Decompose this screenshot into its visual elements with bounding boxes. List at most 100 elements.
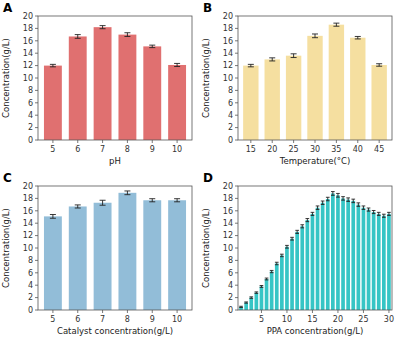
x-tick-label: 9 bbox=[150, 315, 155, 324]
y-tick-label: 12 bbox=[223, 61, 233, 70]
y-tick bbox=[235, 297, 238, 298]
error-bar bbox=[124, 191, 130, 195]
x-tick-label: 5 bbox=[259, 315, 264, 324]
bar bbox=[350, 38, 365, 140]
x-tick-label: 35 bbox=[331, 145, 341, 154]
x-tick bbox=[363, 310, 364, 313]
y-axis-label: Concentration(g/L) bbox=[1, 38, 11, 118]
y-tick-label: 12 bbox=[23, 231, 33, 240]
bar bbox=[255, 293, 259, 310]
y-tick-label: 12 bbox=[223, 231, 233, 240]
y-tick-label: 0 bbox=[28, 306, 33, 315]
error-bar bbox=[306, 219, 310, 222]
error-bar bbox=[100, 26, 106, 29]
y-tick bbox=[35, 248, 38, 249]
y-tick-label: 4 bbox=[228, 281, 233, 290]
x-tick bbox=[272, 140, 273, 143]
y-tick-label: 20 bbox=[223, 182, 233, 191]
error-bar bbox=[239, 306, 243, 307]
bar bbox=[300, 226, 304, 310]
y-tick-label: 12 bbox=[23, 61, 33, 70]
y-tick bbox=[235, 28, 238, 29]
bar bbox=[69, 36, 87, 140]
y-tick bbox=[235, 260, 238, 261]
error-bar bbox=[326, 197, 330, 200]
x-tick-label: 8 bbox=[125, 145, 130, 154]
error-bar bbox=[321, 201, 325, 204]
bar bbox=[295, 232, 299, 310]
x-tick-label: 7 bbox=[100, 315, 105, 324]
error-bar bbox=[331, 192, 335, 196]
bar bbox=[326, 199, 330, 310]
x-axis-label: pH bbox=[109, 156, 121, 166]
x-tick-label: 25 bbox=[289, 145, 299, 154]
y-tick bbox=[235, 53, 238, 54]
error-bar bbox=[333, 23, 339, 26]
bar bbox=[362, 208, 366, 310]
y-tick bbox=[235, 115, 238, 116]
bar bbox=[143, 46, 161, 140]
y-tick-label: 16 bbox=[223, 207, 233, 216]
y-tick-label: 8 bbox=[228, 256, 233, 265]
y-tick bbox=[235, 186, 238, 187]
x-tick bbox=[336, 140, 337, 143]
x-tick bbox=[102, 310, 103, 313]
x-tick bbox=[261, 310, 262, 313]
y-tick bbox=[235, 78, 238, 79]
error-bar bbox=[311, 212, 315, 215]
error-bar bbox=[336, 193, 340, 197]
x-tick bbox=[388, 310, 389, 313]
y-tick-label: 18 bbox=[23, 194, 33, 203]
y-tick-label: 10 bbox=[23, 244, 33, 253]
bar bbox=[44, 66, 62, 140]
y-tick-label: 14 bbox=[23, 219, 33, 228]
bar bbox=[239, 307, 243, 310]
bar bbox=[94, 27, 112, 140]
error-bar bbox=[50, 215, 56, 219]
y-tick bbox=[235, 127, 238, 128]
error-bar bbox=[275, 262, 279, 264]
y-tick-label: 10 bbox=[223, 74, 233, 83]
x-tick-label: 20 bbox=[333, 315, 343, 324]
y-axis-label: Concentration(g/L) bbox=[1, 208, 11, 288]
y-tick-label: 14 bbox=[223, 219, 233, 228]
y-axis-label: Concentration(g/L) bbox=[201, 38, 211, 118]
x-tick bbox=[52, 310, 53, 313]
y-tick-label: 16 bbox=[23, 37, 33, 46]
error-bar bbox=[372, 210, 376, 213]
bar bbox=[341, 198, 345, 310]
x-tick-label: 8 bbox=[125, 315, 130, 324]
error-bar bbox=[312, 34, 318, 38]
error-bar bbox=[249, 297, 253, 298]
x-tick bbox=[315, 140, 316, 143]
y-tick bbox=[235, 223, 238, 224]
y-tick bbox=[35, 53, 38, 54]
bar bbox=[94, 203, 112, 310]
plot-frame bbox=[238, 16, 392, 140]
y-tick bbox=[35, 260, 38, 261]
y-tick bbox=[235, 248, 238, 249]
bar bbox=[371, 65, 386, 140]
y-tick-label: 6 bbox=[228, 269, 233, 278]
x-tick-label: 10 bbox=[172, 315, 182, 324]
y-tick-label: 20 bbox=[223, 12, 233, 21]
bar bbox=[346, 200, 350, 310]
bar bbox=[244, 303, 248, 310]
y-tick-label: 4 bbox=[28, 281, 33, 290]
y-tick bbox=[35, 210, 38, 211]
x-tick-label: 6 bbox=[75, 145, 80, 154]
panel-label: C bbox=[3, 171, 12, 185]
bar bbox=[265, 279, 269, 310]
bar bbox=[329, 25, 344, 140]
y-tick bbox=[235, 198, 238, 199]
bar bbox=[382, 216, 386, 310]
x-tick bbox=[152, 140, 153, 143]
error-bar bbox=[100, 200, 106, 205]
y-tick bbox=[35, 78, 38, 79]
y-tick-label: 18 bbox=[223, 24, 233, 33]
panel: 0246810121416182051015202530PPA concentr… bbox=[201, 171, 394, 336]
x-tick bbox=[77, 310, 78, 313]
panel-label: B bbox=[203, 1, 212, 15]
bar bbox=[280, 255, 284, 310]
y-tick-label: 6 bbox=[228, 99, 233, 108]
